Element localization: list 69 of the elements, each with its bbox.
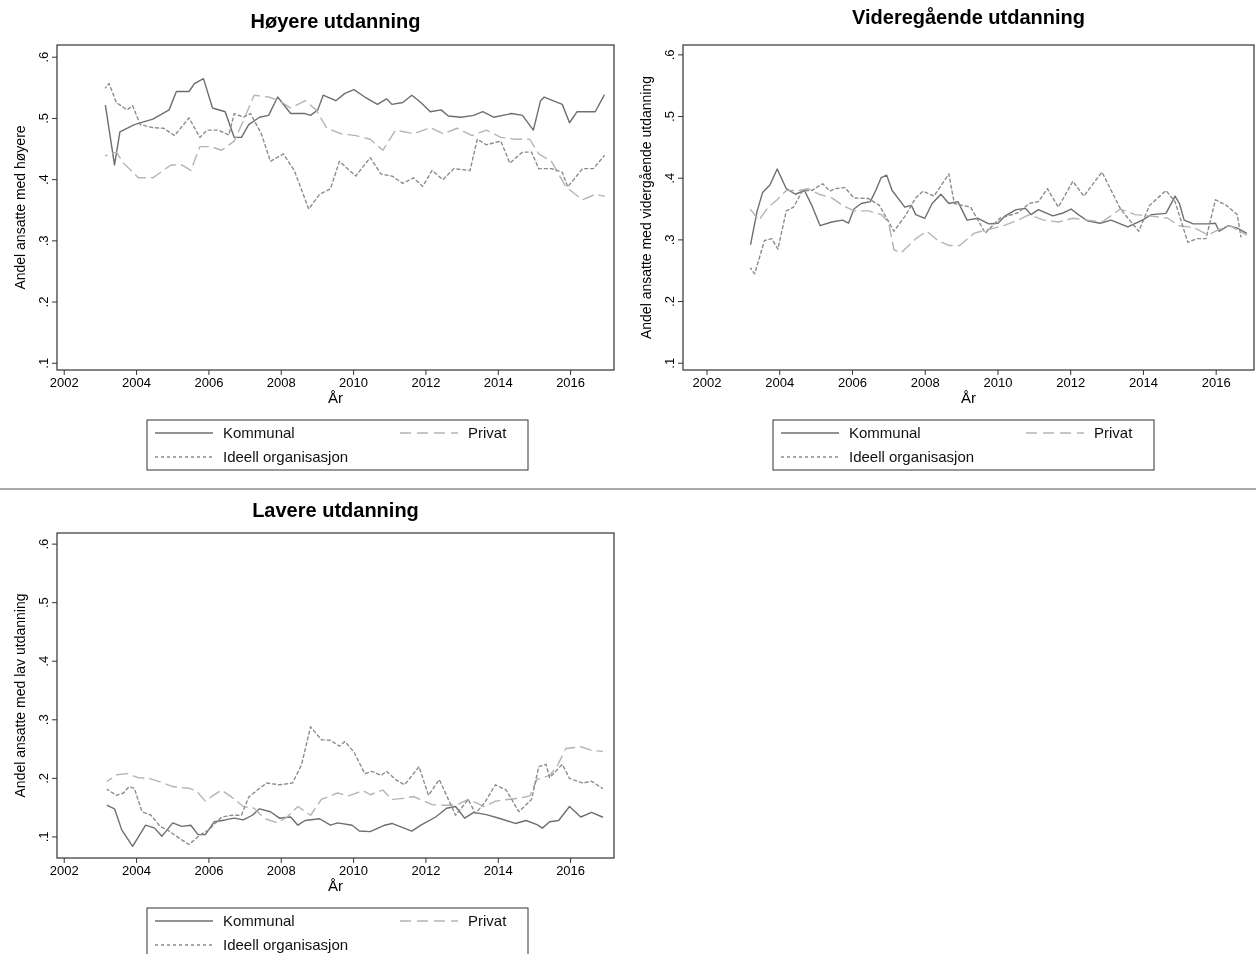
- x-tick-label: 2002: [49, 863, 79, 878]
- y-tick-label: .6: [662, 49, 677, 61]
- x-tick-label: 2006: [838, 375, 867, 390]
- x-tick-label: 2010: [983, 375, 1013, 390]
- y-tick-label: .2: [662, 296, 677, 307]
- y-tick-label: .6: [36, 51, 51, 63]
- y-tick-label: .2: [36, 772, 51, 784]
- legend-label: Kommunal: [849, 424, 921, 441]
- x-axis-title: År: [328, 877, 343, 894]
- x-tick-label: 2012: [1056, 375, 1086, 390]
- line-series: [749, 187, 1248, 254]
- x-tick-label: 2014: [1128, 375, 1158, 390]
- x-tick-label: 2006: [194, 863, 224, 878]
- x-tick-label: 2014: [483, 863, 513, 878]
- y-tick-label: .6: [36, 538, 51, 550]
- y-tick-label: .2: [36, 296, 51, 308]
- x-tick-label: 2008: [266, 375, 296, 390]
- x-tick-label: 2002: [692, 375, 722, 390]
- x-tick-label: 2006: [194, 375, 224, 390]
- x-tick-label: 2010: [339, 375, 369, 390]
- line-series: [106, 804, 604, 847]
- legend-label: Privat: [1094, 424, 1134, 441]
- y-tick-label: .5: [662, 111, 677, 122]
- x-tick-label: 2008: [266, 863, 296, 878]
- line-series: [104, 77, 605, 166]
- y-axis-title: Andel ansatte med høyere: [12, 125, 28, 290]
- line-series: [749, 168, 1248, 245]
- legend-label: Kommunal: [223, 424, 295, 441]
- y-tick-label: .3: [36, 235, 51, 247]
- legend-label: Ideell organisasjon: [223, 936, 349, 953]
- x-tick-label: 2012: [411, 375, 441, 390]
- x-tick-label: 2002: [49, 375, 79, 390]
- line-series: [749, 171, 1242, 275]
- legend-label: Kommunal: [223, 912, 295, 929]
- chart-title: Videregående utdanning: [852, 6, 1085, 28]
- y-tick-label: .3: [662, 234, 677, 246]
- line-series: [106, 746, 604, 824]
- y-axis-title: Andel ansatte med lav utdanning: [12, 593, 28, 798]
- legend-label: Privat: [468, 424, 508, 441]
- y-tick-label: .4: [36, 174, 51, 186]
- legend-label: Ideell organisasjon: [223, 448, 349, 465]
- y-tick-label: .1: [662, 357, 677, 369]
- legend-label: Privat: [468, 912, 508, 929]
- x-tick-label: 2008: [910, 375, 940, 390]
- x-tick-label: 2004: [122, 375, 152, 390]
- x-axis-title: År: [961, 389, 976, 406]
- y-tick-label: .4: [36, 655, 51, 667]
- y-tick-label: .5: [36, 597, 51, 609]
- y-tick-label: .3: [36, 714, 51, 726]
- x-tick-label: 2004: [122, 863, 152, 878]
- line-series: [106, 726, 604, 846]
- y-tick-label: .5: [36, 113, 51, 124]
- y-tick-label: .4: [662, 172, 677, 184]
- line-series: [104, 82, 605, 210]
- x-axis-title: År: [328, 389, 343, 406]
- y-tick-label: .1: [36, 357, 51, 369]
- legend-label: Ideell organisasjon: [849, 448, 975, 465]
- x-tick-label: 2014: [483, 375, 513, 390]
- x-tick-label: 2012: [411, 863, 441, 878]
- y-tick-label: .1: [36, 831, 51, 843]
- x-tick-label: 2016: [556, 863, 586, 878]
- x-tick-label: 2004: [765, 375, 795, 390]
- chart-title: Lavere utdanning: [252, 499, 419, 521]
- x-tick-label: 2016: [556, 375, 586, 390]
- x-tick-label: 2010: [339, 863, 369, 878]
- y-axis-title: Andel ansatte med vidergående utdanning: [638, 75, 654, 340]
- x-tick-label: 2016: [1201, 375, 1231, 390]
- chart-title: Høyere utdanning: [250, 10, 421, 32]
- line-series: [104, 94, 605, 201]
